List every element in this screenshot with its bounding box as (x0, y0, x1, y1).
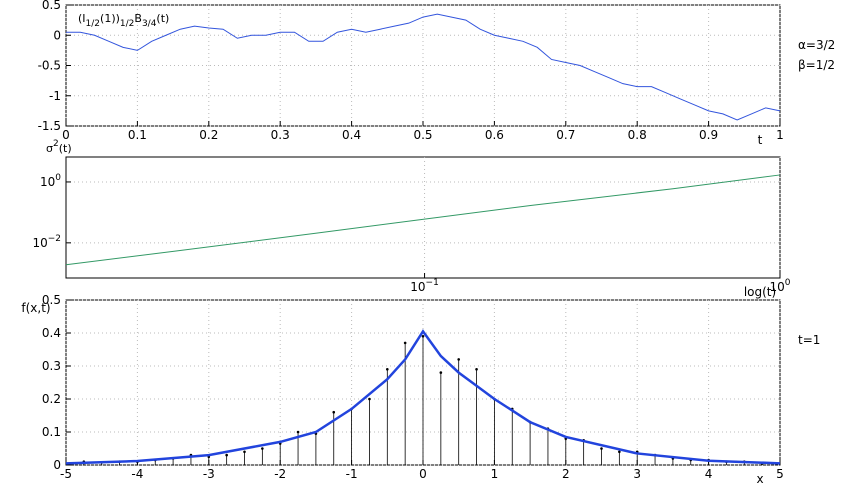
tick-label: 0 (62, 128, 70, 142)
stem-marker (332, 410, 336, 414)
tick-label: 0 (419, 467, 427, 481)
label-part: B (134, 12, 142, 25)
tick-label: 0.2 (42, 392, 61, 406)
tick-base: 10 (410, 280, 425, 294)
tick-label: 0.5 (42, 0, 61, 12)
tick-base: 10 (769, 280, 784, 294)
tick-exponent: −2 (48, 234, 61, 244)
tick-label: 0.6 (485, 128, 504, 142)
stem-marker (439, 371, 443, 374)
rich-label: σ2(t) (46, 139, 72, 155)
y-axis-label: f(x,t) (21, 301, 50, 315)
stem-marker (243, 450, 246, 454)
x-axis-label: t (758, 133, 763, 147)
tick-label: 3 (633, 467, 641, 481)
stem-marker (368, 397, 371, 401)
tick-label: 0.3 (42, 359, 61, 373)
label-part: 2 (53, 139, 59, 149)
x-axis-label: log(t) (744, 285, 776, 299)
plot-area (65, 156, 781, 279)
rich-label: (I1/2(1))1/2B3/4(t) (78, 12, 169, 29)
tick-label: 0.3 (271, 128, 290, 142)
tick-label: 0.4 (42, 326, 61, 340)
label-part: (I (78, 12, 86, 25)
tick-label: 1 (776, 128, 784, 142)
tick-label: 0.9 (699, 128, 718, 142)
stem-marker (457, 358, 461, 361)
tick-label: 0.8 (628, 128, 647, 142)
tick-label: 100 (769, 278, 790, 294)
label-part: (t) (59, 142, 72, 155)
stem-marker (261, 447, 264, 450)
label-part: 3/4 (142, 19, 157, 29)
tick-label: 0.7 (556, 128, 575, 142)
tick-label: 10−1 (410, 278, 439, 294)
stem-marker (475, 368, 478, 371)
tick-label: 0.1 (42, 425, 61, 439)
stem-marker (225, 453, 228, 457)
tick-label: -1.5 (38, 119, 61, 133)
tick-label: 0.2 (199, 128, 218, 142)
tick-label: -0.5 (38, 59, 61, 73)
stem-marker (618, 450, 621, 454)
label-part: 1/2 (120, 19, 134, 29)
side-text: β=1/2 (798, 58, 835, 72)
tick-exponent: 0 (55, 173, 61, 183)
tick-label: 100 (40, 173, 61, 189)
stem-marker (296, 430, 300, 434)
tick-base: 10 (32, 236, 47, 250)
tick-label: -4 (131, 467, 143, 481)
tick-label: 0.4 (342, 128, 361, 142)
tick-exponent: −1 (426, 278, 439, 288)
x-axis-label: x (756, 472, 763, 486)
tick-label: -2 (274, 467, 286, 481)
tick-label: -3 (203, 467, 215, 481)
tick-label: 0 (53, 28, 61, 42)
stem-marker (600, 447, 603, 450)
tick-label: 2 (562, 467, 570, 481)
tick-label: 0.1 (128, 128, 147, 142)
label-part: σ (46, 142, 53, 155)
side-text: α=3/2 (798, 38, 835, 52)
label-part: (t) (156, 12, 169, 25)
stem-marker (421, 335, 425, 338)
tick-label: 10−2 (32, 234, 61, 250)
stem-marker (386, 368, 389, 371)
tick-label: -1 (346, 467, 358, 481)
tick-label: 4 (705, 467, 713, 481)
label-part: 1/2 (86, 19, 100, 29)
data-line (65, 329, 781, 465)
tick-label: 0 (53, 458, 61, 472)
data-line (65, 174, 781, 266)
tick-base: 10 (40, 175, 55, 189)
tick-label: -1 (49, 89, 61, 103)
data-line (66, 13, 781, 121)
label-part: (1)) (100, 12, 120, 25)
tick-exponent: 0 (785, 278, 791, 288)
tick-label: 0.5 (413, 128, 432, 142)
tick-label: 5 (776, 467, 784, 481)
side-text: t=1 (798, 333, 820, 347)
tick-label: -5 (60, 467, 72, 481)
tick-label: 1 (491, 467, 499, 481)
stem-marker (403, 341, 407, 345)
tick-label: 0.5 (42, 293, 61, 307)
